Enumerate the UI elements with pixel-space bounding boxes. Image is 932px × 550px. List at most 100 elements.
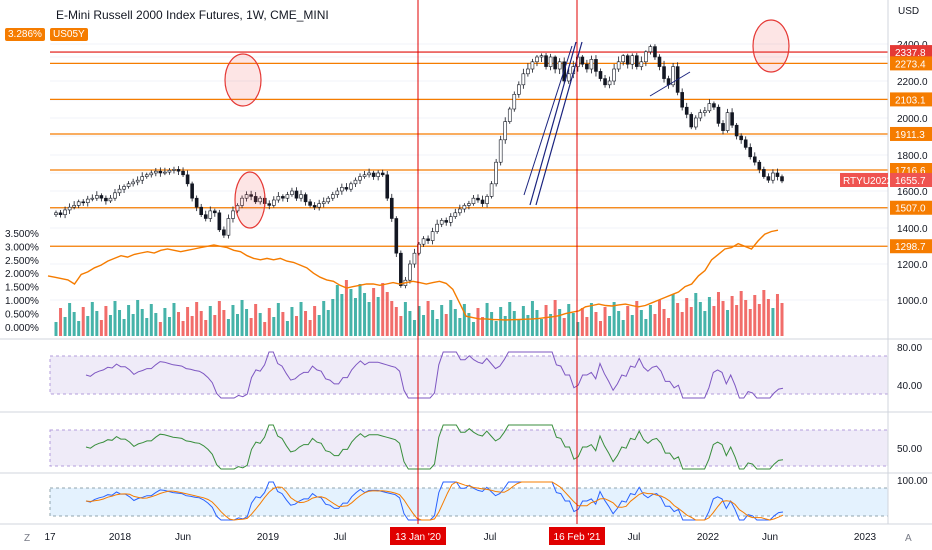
candle-body bbox=[54, 212, 58, 216]
volume-bar bbox=[376, 297, 380, 336]
candle-body bbox=[326, 197, 331, 203]
candle-body bbox=[271, 199, 276, 206]
volume-bar bbox=[181, 321, 185, 336]
volume-bar bbox=[263, 322, 267, 336]
volume-bar bbox=[353, 298, 357, 336]
volume-bar bbox=[499, 307, 503, 336]
highlight-ellipse-2[interactable] bbox=[234, 171, 266, 229]
candle-body bbox=[630, 55, 635, 65]
volume-bar bbox=[644, 319, 648, 336]
volume-bar bbox=[236, 314, 239, 336]
candle-body bbox=[535, 56, 539, 63]
volume-bar bbox=[322, 301, 326, 336]
candle-body bbox=[144, 174, 149, 177]
highlight-ellipse-1[interactable] bbox=[224, 53, 262, 107]
time-marker-badge bbox=[390, 527, 446, 545]
candle-body bbox=[113, 192, 117, 199]
chart-title: E-Mini Russell 2000 Index Futures, 1W, C… bbox=[56, 8, 329, 22]
candle-body bbox=[712, 103, 716, 108]
price-tick-label: 1600.0 bbox=[897, 187, 928, 198]
volume-bar bbox=[68, 303, 72, 336]
volume-bar bbox=[177, 312, 181, 336]
candle-body bbox=[589, 59, 594, 70]
timezone-button[interactable]: Z bbox=[24, 533, 30, 544]
candle-body bbox=[408, 263, 412, 281]
volume-bar bbox=[612, 302, 616, 336]
volume-bar bbox=[626, 306, 630, 336]
candle-body bbox=[553, 56, 557, 70]
candle-body bbox=[507, 108, 512, 122]
candle-body bbox=[158, 170, 163, 174]
yield-tick-label: 0.500% bbox=[5, 310, 39, 321]
candle-body bbox=[321, 201, 326, 204]
volume-bar bbox=[748, 309, 752, 336]
volume-bar bbox=[462, 304, 466, 336]
volume-bar bbox=[399, 316, 403, 336]
candle-body bbox=[653, 46, 657, 58]
candle-body bbox=[399, 252, 403, 286]
candle-body bbox=[421, 238, 426, 245]
annotations[interactable] bbox=[224, 19, 790, 229]
volume-bar bbox=[608, 316, 612, 336]
volume-bar bbox=[385, 292, 389, 336]
candle-body bbox=[498, 139, 503, 163]
candle-body bbox=[140, 176, 145, 181]
candle-body bbox=[762, 169, 766, 177]
candle-body bbox=[544, 55, 548, 67]
volume-bar bbox=[440, 305, 444, 336]
candle-body bbox=[190, 183, 194, 199]
volume-bar bbox=[544, 305, 548, 336]
candle-body bbox=[639, 61, 644, 67]
candle-body bbox=[621, 55, 625, 63]
volume-bar bbox=[775, 294, 779, 336]
candle-body bbox=[757, 161, 762, 170]
volume-bar bbox=[131, 314, 135, 336]
volume-bar bbox=[213, 315, 217, 336]
volume-bar bbox=[390, 301, 394, 336]
overlay-symbol-badge[interactable]: US05Y bbox=[50, 28, 88, 41]
volume-bar bbox=[431, 310, 435, 336]
candle-body bbox=[376, 172, 380, 177]
trend-channel[interactable] bbox=[523, 41, 691, 206]
wedge-line[interactable] bbox=[649, 71, 691, 97]
channel-line-1[interactable] bbox=[529, 41, 577, 206]
volume-bar bbox=[712, 306, 716, 336]
time-axis[interactable]: 17 2018 Jun 2019 Jul 13 Jan '20 Jul 16 Feb '21 J… bbox=[44, 527, 877, 545]
volume-bar bbox=[358, 284, 362, 336]
volume-bar bbox=[249, 318, 253, 336]
candle-body bbox=[439, 220, 444, 225]
volume-bar bbox=[208, 306, 212, 336]
candle-body bbox=[625, 55, 630, 65]
candle-body bbox=[703, 110, 707, 113]
candle-body bbox=[467, 203, 471, 206]
volume-bar bbox=[231, 305, 235, 336]
highlight-ellipse-3[interactable] bbox=[752, 19, 790, 73]
volume-bar bbox=[149, 304, 153, 336]
candle-body bbox=[299, 194, 303, 199]
volume-bar bbox=[730, 296, 734, 336]
volume-bar bbox=[122, 319, 126, 336]
volume-bar bbox=[685, 298, 689, 336]
candle-body bbox=[213, 210, 217, 214]
volume-bar bbox=[222, 310, 226, 336]
auto-scale-button[interactable]: A bbox=[905, 533, 912, 544]
volume-bar bbox=[435, 319, 439, 336]
channel-line-3[interactable] bbox=[523, 45, 573, 196]
volume-bar bbox=[635, 301, 639, 336]
volume-bar bbox=[403, 302, 407, 336]
volume-bar bbox=[95, 311, 99, 336]
candle-body bbox=[72, 205, 76, 208]
time-marker-badge bbox=[549, 527, 605, 545]
candle-body bbox=[149, 172, 154, 176]
candle-body bbox=[458, 208, 462, 214]
volume-bar bbox=[562, 318, 566, 336]
channel-line-2[interactable] bbox=[535, 41, 583, 206]
candle-body bbox=[85, 198, 90, 204]
volume-bar bbox=[449, 300, 453, 336]
volume-bar bbox=[367, 302, 371, 336]
volume-bar bbox=[285, 321, 289, 336]
candle-body bbox=[63, 209, 67, 215]
yield-tick-label: 1.000% bbox=[5, 296, 39, 307]
